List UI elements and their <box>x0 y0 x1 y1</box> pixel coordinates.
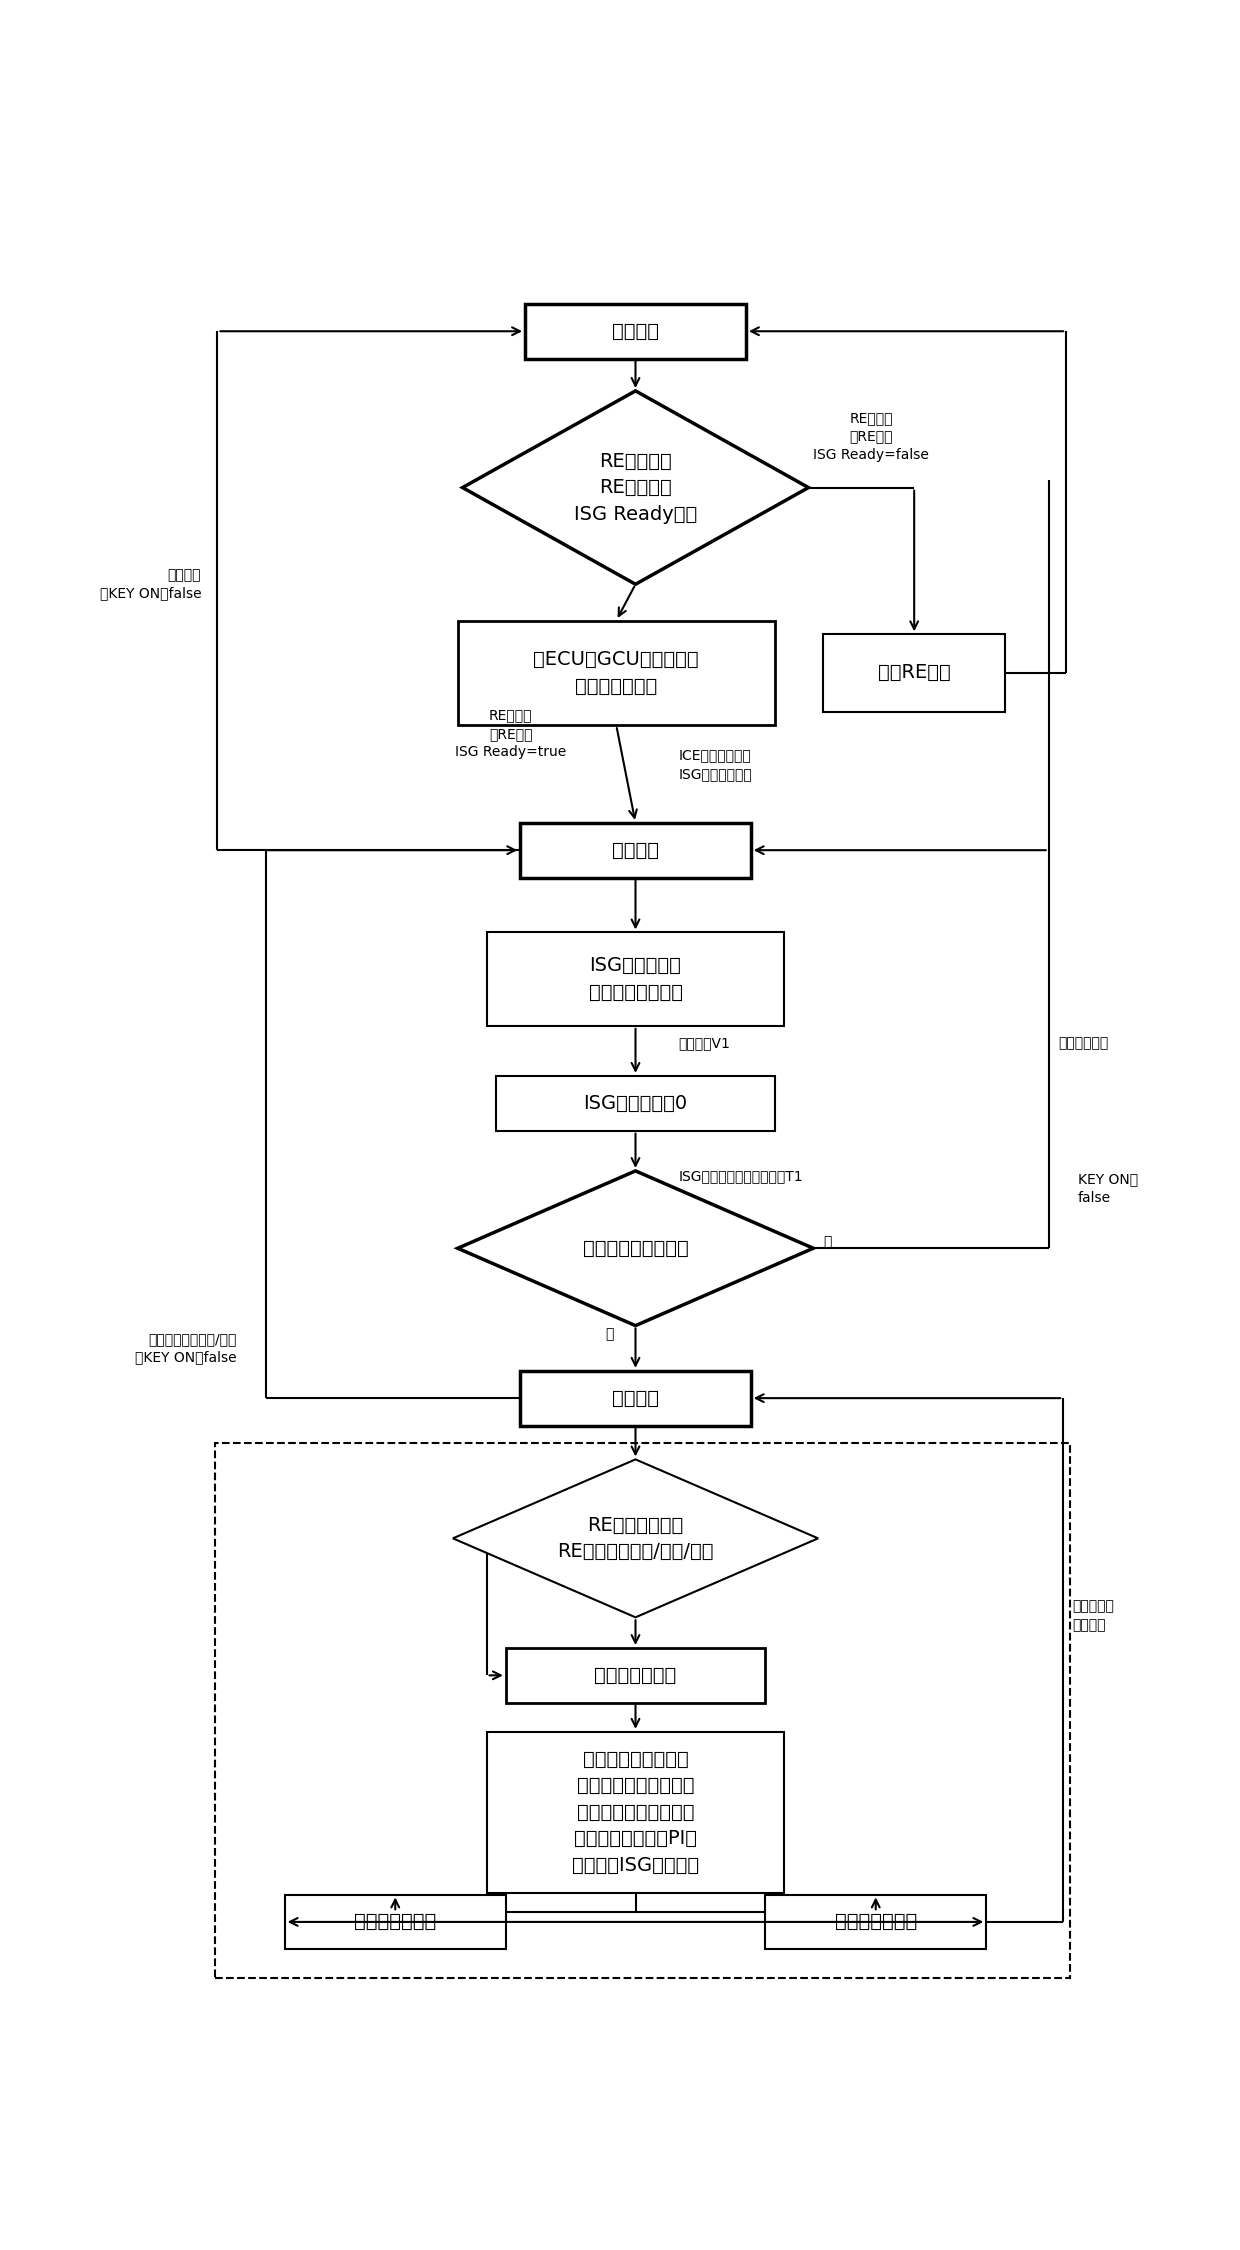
Text: 给ECU、GCU发起动信号
及控制模式指令: 给ECU、GCU发起动信号 及控制模式指令 <box>533 650 699 695</box>
Bar <box>521 1370 751 1426</box>
Text: 保持RE停机: 保持RE停机 <box>878 664 951 682</box>
Text: 根据转速功率切换表
确定发动机目标转速；
根据目标发电功率、电
流、电压经增量式PI控
制器计算ISG目标扭矩: 根据转速功率切换表 确定发动机目标转速； 根据目标发电功率、电 流、电压经增量式… <box>572 1750 699 1874</box>
Text: 恒电压发电工况: 恒电压发电工况 <box>355 1912 436 1930</box>
Bar <box>285 1894 506 1948</box>
Text: 起动次数加一: 起动次数加一 <box>1058 1037 1109 1051</box>
Text: RE无故障
且RE起动
ISG Ready=true: RE无故障 且RE起动 ISG Ready=true <box>455 709 567 758</box>
Bar <box>521 824 751 878</box>
Text: 转速达到V1: 转速达到V1 <box>678 1037 730 1051</box>
Text: 怠速工况: 怠速工况 <box>613 1388 658 1408</box>
Text: ISG目标扭矩为0: ISG目标扭矩为0 <box>584 1094 687 1114</box>
Text: RE控制模式指令
RE目标发电功率/电流/电压: RE控制模式指令 RE目标发电功率/电流/电压 <box>557 1516 714 1561</box>
Polygon shape <box>463 392 808 585</box>
Bar <box>823 634 1006 711</box>
Bar <box>458 621 775 724</box>
Text: 否: 否 <box>823 1235 831 1249</box>
Text: 恒电流发电工况: 恒电流发电工况 <box>835 1912 916 1930</box>
Text: 恒功率发电工况: 恒功率发电工况 <box>594 1665 677 1685</box>
Text: 起动工况: 起动工况 <box>613 842 658 860</box>
Bar <box>765 1894 986 1948</box>
Bar <box>486 1732 785 1892</box>
Text: ICE进入起动状态
ISG进入电动状态: ICE进入起动状态 ISG进入电动状态 <box>678 749 753 781</box>
Text: RE故障状态
RE启停命令
ISG Ready信号: RE故障状态 RE启停命令 ISG Ready信号 <box>574 452 697 524</box>
Polygon shape <box>453 1460 818 1618</box>
Bar <box>525 304 746 358</box>
Text: 发动机是否进入怠速: 发动机是否进入怠速 <box>583 1240 688 1258</box>
Bar <box>496 1076 775 1130</box>
Text: 停机指令、
怠速指令: 停机指令、 怠速指令 <box>1073 1600 1115 1631</box>
Text: 停机工况: 停机工况 <box>613 322 658 340</box>
Bar <box>215 1442 1070 1978</box>
Text: ISG目标扭矩由
实际转速查表得到: ISG目标扭矩由 实际转速查表得到 <box>589 956 682 1001</box>
Text: 停机指令
或KEY ON为false: 停机指令 或KEY ON为false <box>99 567 201 601</box>
Bar <box>506 1647 765 1703</box>
Text: 是: 是 <box>605 1328 614 1341</box>
Text: ISG进入怠速状态等待时间T1: ISG进入怠速状态等待时间T1 <box>678 1168 804 1184</box>
Bar <box>486 932 785 1026</box>
Polygon shape <box>458 1170 813 1325</box>
Text: KEY ON为
false: KEY ON为 false <box>1078 1172 1137 1204</box>
Text: 发动机状态为停机/起动
或KEY ON为false: 发动机状态为停机/起动 或KEY ON为false <box>135 1332 237 1364</box>
Text: RE有故障
或RE停机
ISG Ready=false: RE有故障 或RE停机 ISG Ready=false <box>813 412 929 461</box>
